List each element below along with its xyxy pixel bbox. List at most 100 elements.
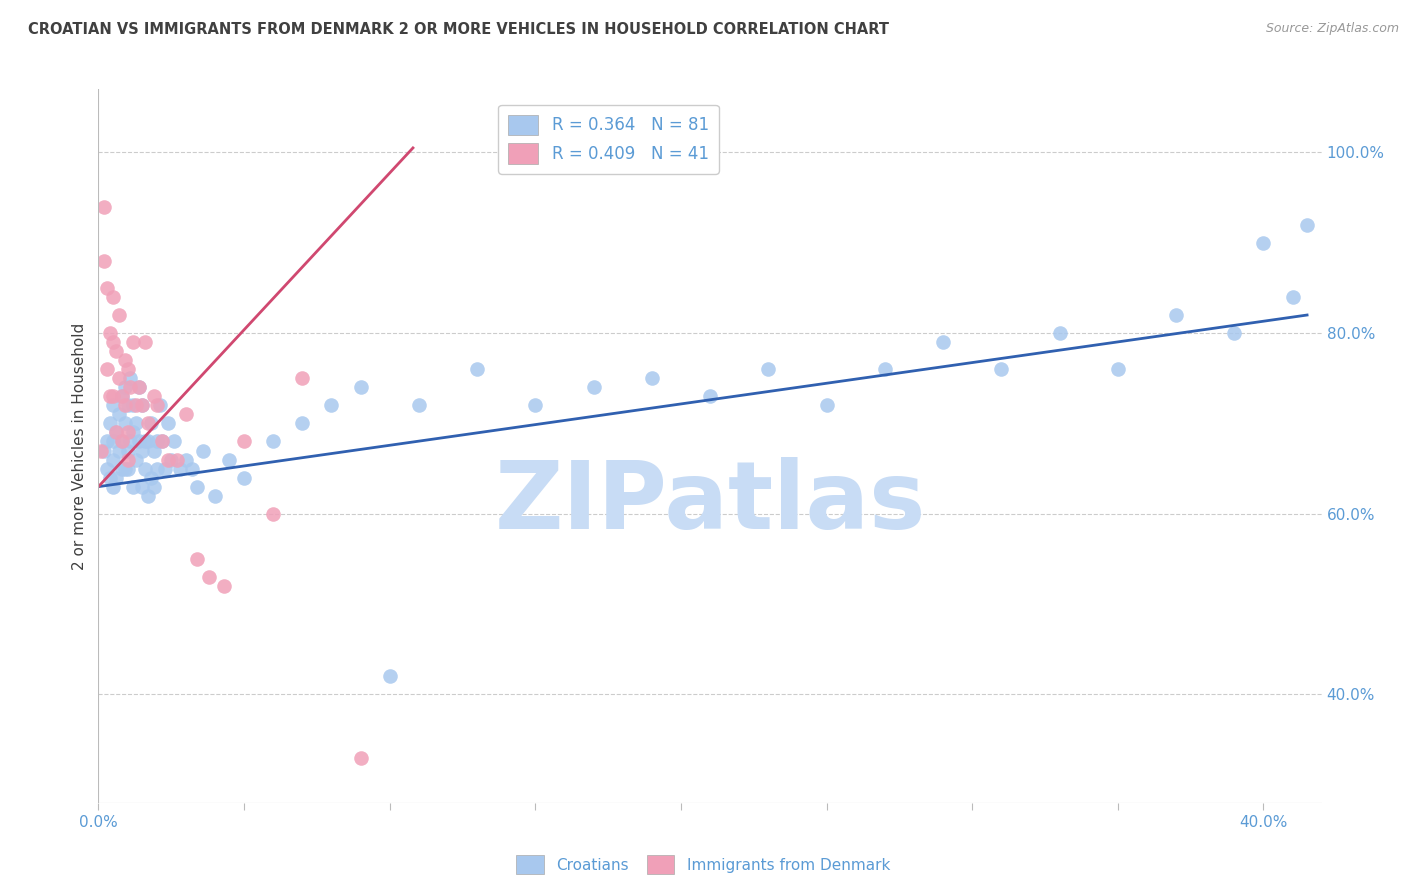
Point	[125, 417, 148, 431]
Point	[193, 443, 215, 458]
Y-axis label: 2 or more Vehicles in Household: 2 or more Vehicles in Household	[72, 322, 87, 570]
Text: Source: ZipAtlas.com: Source: ZipAtlas.com	[1265, 22, 1399, 36]
Point	[131, 398, 153, 412]
Point	[198, 570, 221, 584]
Point	[101, 434, 124, 449]
Point	[873, 362, 896, 376]
Point	[1281, 290, 1303, 304]
Point	[136, 489, 159, 503]
Point	[128, 380, 150, 394]
Point	[349, 380, 371, 394]
Point	[291, 417, 314, 431]
Point	[157, 452, 180, 467]
Point	[641, 371, 664, 385]
Point	[932, 335, 955, 350]
Legend: R = 0.364   N = 81, R = 0.409   N = 41: R = 0.364 N = 81, R = 0.409 N = 41	[498, 104, 718, 174]
Point	[111, 389, 134, 403]
Point	[1164, 308, 1187, 322]
Point	[104, 425, 127, 440]
Point	[101, 335, 124, 350]
Point	[139, 417, 162, 431]
Point	[136, 434, 159, 449]
Point	[1107, 362, 1129, 376]
Point	[465, 362, 488, 376]
Point	[117, 443, 139, 458]
Point	[204, 489, 226, 503]
Point	[117, 362, 139, 376]
Point	[111, 434, 134, 449]
Point	[98, 470, 121, 484]
Point	[114, 353, 136, 368]
Point	[378, 669, 401, 683]
Point	[108, 408, 131, 422]
Point	[142, 389, 165, 403]
Point	[93, 200, 115, 214]
Point	[101, 290, 124, 304]
Point	[218, 452, 240, 467]
Point	[122, 335, 145, 350]
Point	[111, 389, 134, 403]
Point	[291, 371, 314, 385]
Point	[408, 398, 430, 412]
Point	[1253, 235, 1275, 250]
Point	[114, 398, 136, 412]
Point	[149, 398, 172, 412]
Point	[134, 335, 156, 350]
Point	[145, 461, 167, 475]
Point	[114, 417, 136, 431]
Point	[233, 470, 256, 484]
Point	[108, 308, 131, 322]
Point	[262, 434, 284, 449]
Point	[111, 434, 134, 449]
Point	[145, 398, 167, 412]
Point	[101, 398, 124, 412]
Text: CROATIAN VS IMMIGRANTS FROM DENMARK 2 OR MORE VEHICLES IN HOUSEHOLD CORRELATION : CROATIAN VS IMMIGRANTS FROM DENMARK 2 OR…	[28, 22, 889, 37]
Point	[96, 362, 118, 376]
Point	[93, 443, 115, 458]
Point	[104, 425, 127, 440]
Point	[160, 452, 183, 467]
Point	[104, 344, 127, 359]
Point	[122, 480, 145, 494]
Point	[122, 398, 145, 412]
Point	[169, 461, 191, 475]
Point	[131, 443, 153, 458]
Point	[174, 452, 197, 467]
Point	[134, 461, 156, 475]
Point	[98, 326, 121, 340]
Point	[152, 434, 174, 449]
Point	[756, 362, 779, 376]
Point	[155, 461, 177, 475]
Point	[108, 443, 131, 458]
Point	[96, 281, 118, 295]
Point	[142, 480, 165, 494]
Point	[166, 452, 188, 467]
Point	[117, 452, 139, 467]
Point	[120, 371, 142, 385]
Point	[90, 443, 112, 458]
Point	[990, 362, 1012, 376]
Point	[139, 470, 162, 484]
Point	[117, 398, 139, 412]
Point	[120, 380, 142, 394]
Point	[186, 480, 208, 494]
Point	[98, 417, 121, 431]
Point	[128, 380, 150, 394]
Point	[524, 398, 547, 412]
Point	[96, 461, 118, 475]
Point	[111, 461, 134, 475]
Point	[233, 434, 256, 449]
Point	[163, 434, 186, 449]
Point	[128, 434, 150, 449]
Point	[120, 434, 142, 449]
Point	[699, 389, 721, 403]
Point	[108, 371, 131, 385]
Point	[321, 398, 343, 412]
Point	[93, 253, 115, 268]
Point	[134, 434, 156, 449]
Point	[262, 507, 284, 521]
Point	[101, 389, 124, 403]
Point	[131, 480, 153, 494]
Point	[114, 461, 136, 475]
Point	[349, 750, 371, 764]
